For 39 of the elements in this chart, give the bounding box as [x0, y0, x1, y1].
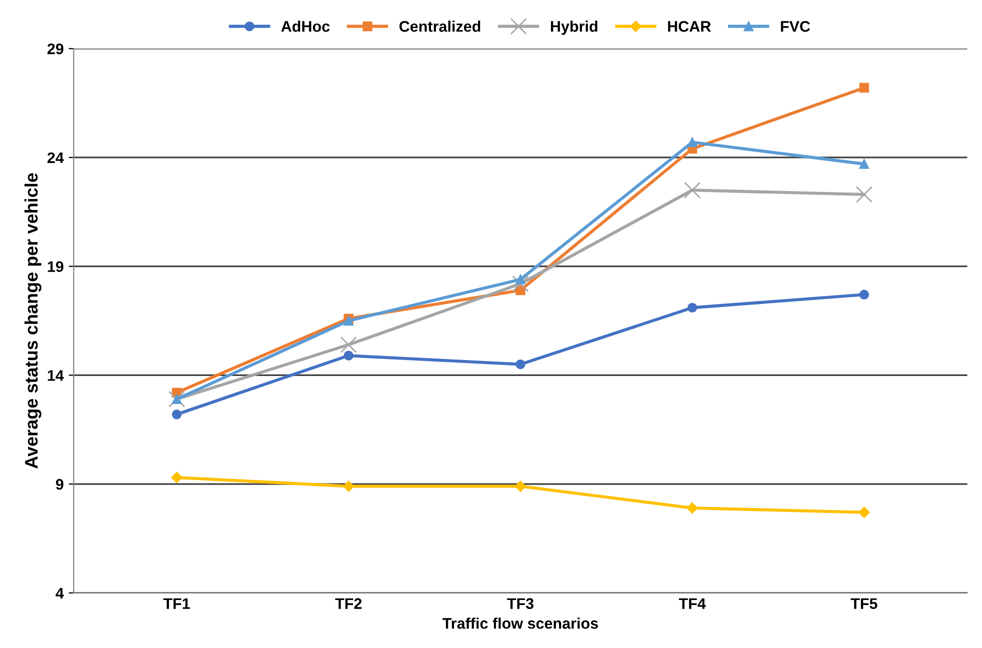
y-tick-label: 19: [48, 261, 64, 272]
point: [343, 480, 354, 492]
point: [514, 480, 526, 492]
y-axis-title: Average status change per vehicle: [24, 173, 42, 468]
point: [859, 290, 870, 300]
legend-label: Centralized: [399, 20, 480, 32]
point: [686, 502, 698, 514]
y-tick-label: 24: [47, 152, 64, 163]
point: [344, 316, 354, 326]
point: [858, 506, 870, 518]
point: [340, 336, 357, 354]
x-tick-label: TF2: [335, 598, 362, 609]
legend-label: Hybrid: [550, 20, 598, 35]
point: [859, 159, 870, 169]
x-tick-label: TF4: [678, 598, 706, 609]
point: [687, 137, 698, 148]
y-tick-label: 14: [48, 370, 64, 381]
x-tick-label: TF3: [507, 598, 534, 610]
y-tick-label: 9: [56, 478, 64, 490]
legend-label: FVC: [780, 21, 810, 32]
point: [172, 394, 182, 404]
x-tick-label: TF5: [850, 598, 878, 610]
point: [512, 275, 529, 292]
legend-label: AdHoc: [281, 20, 330, 32]
point: [172, 410, 182, 420]
point: [516, 359, 526, 370]
x-axis-title: Traffic flow scenarios: [442, 618, 598, 629]
y-tick-label: 29: [47, 43, 64, 54]
point: [684, 182, 701, 198]
point: [516, 274, 526, 284]
point: [171, 472, 182, 484]
y-tick-label: 4: [56, 588, 64, 598]
legend-label: HCAR: [668, 21, 711, 32]
point: [687, 302, 698, 313]
point: [859, 82, 870, 93]
point: [168, 390, 186, 408]
point: [344, 350, 354, 360]
point: [856, 186, 872, 203]
x-tick-label: TF1: [163, 598, 190, 609]
